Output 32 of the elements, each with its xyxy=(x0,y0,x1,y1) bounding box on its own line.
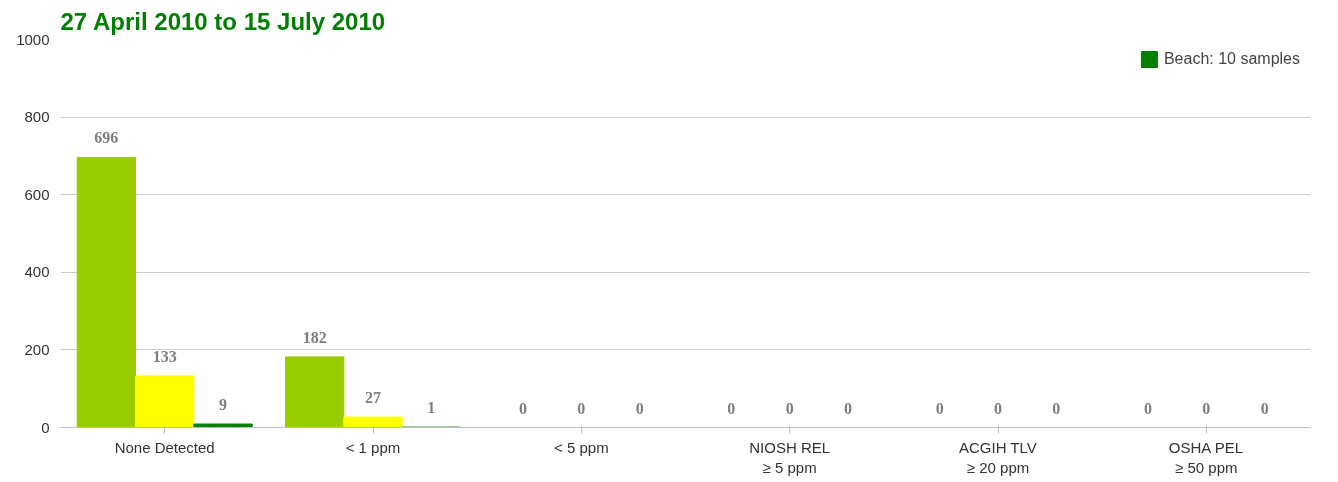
data-label: 0 xyxy=(1052,399,1061,417)
x-tick-label: < 5 ppm xyxy=(554,438,609,456)
data-label: 9 xyxy=(219,396,227,414)
data-label: 0 xyxy=(727,399,736,417)
x-tick-label: ACGIH TLV ≥ 20 ppm xyxy=(958,438,1037,476)
x-tick-label: None Detected xyxy=(114,438,215,456)
legend-label: Beach: 10 samples xyxy=(1163,50,1300,68)
data-label: 0 xyxy=(577,399,586,417)
data-label: 133 xyxy=(152,347,177,365)
data-label: 696 xyxy=(94,129,119,147)
y-tick-label: 1000 xyxy=(16,30,50,48)
chart-title: 27 April 2010 to 15 July 2010 xyxy=(60,7,386,35)
data-label: 27 xyxy=(365,389,381,407)
y-tick-label: 400 xyxy=(24,263,50,281)
x-tick-label: NIOSH REL ≥ 5 ppm xyxy=(749,438,831,476)
x-tick-label: OSHA PEL ≥ 50 ppm xyxy=(1168,438,1244,476)
data-label: 0 xyxy=(635,399,644,417)
y-tick-label: 0 xyxy=(41,418,50,436)
data-label: 0 xyxy=(785,399,794,417)
data-label: 0 xyxy=(1144,399,1152,417)
y-tick-label: 800 xyxy=(24,108,50,126)
data-label: 0 xyxy=(994,399,1002,417)
data-label: 0 xyxy=(844,399,852,417)
data-label: 0 xyxy=(1260,399,1269,417)
data-label: 0 xyxy=(935,399,944,417)
data-label: 182 xyxy=(302,328,327,346)
x-tick-label: < 1 ppm xyxy=(345,438,401,456)
y-tick-label: 600 xyxy=(24,185,50,203)
data-label: 0 xyxy=(519,399,527,417)
data-label: 1 xyxy=(427,399,436,417)
data-label: 0 xyxy=(1202,399,1211,417)
y-tick-label: 200 xyxy=(24,340,50,358)
